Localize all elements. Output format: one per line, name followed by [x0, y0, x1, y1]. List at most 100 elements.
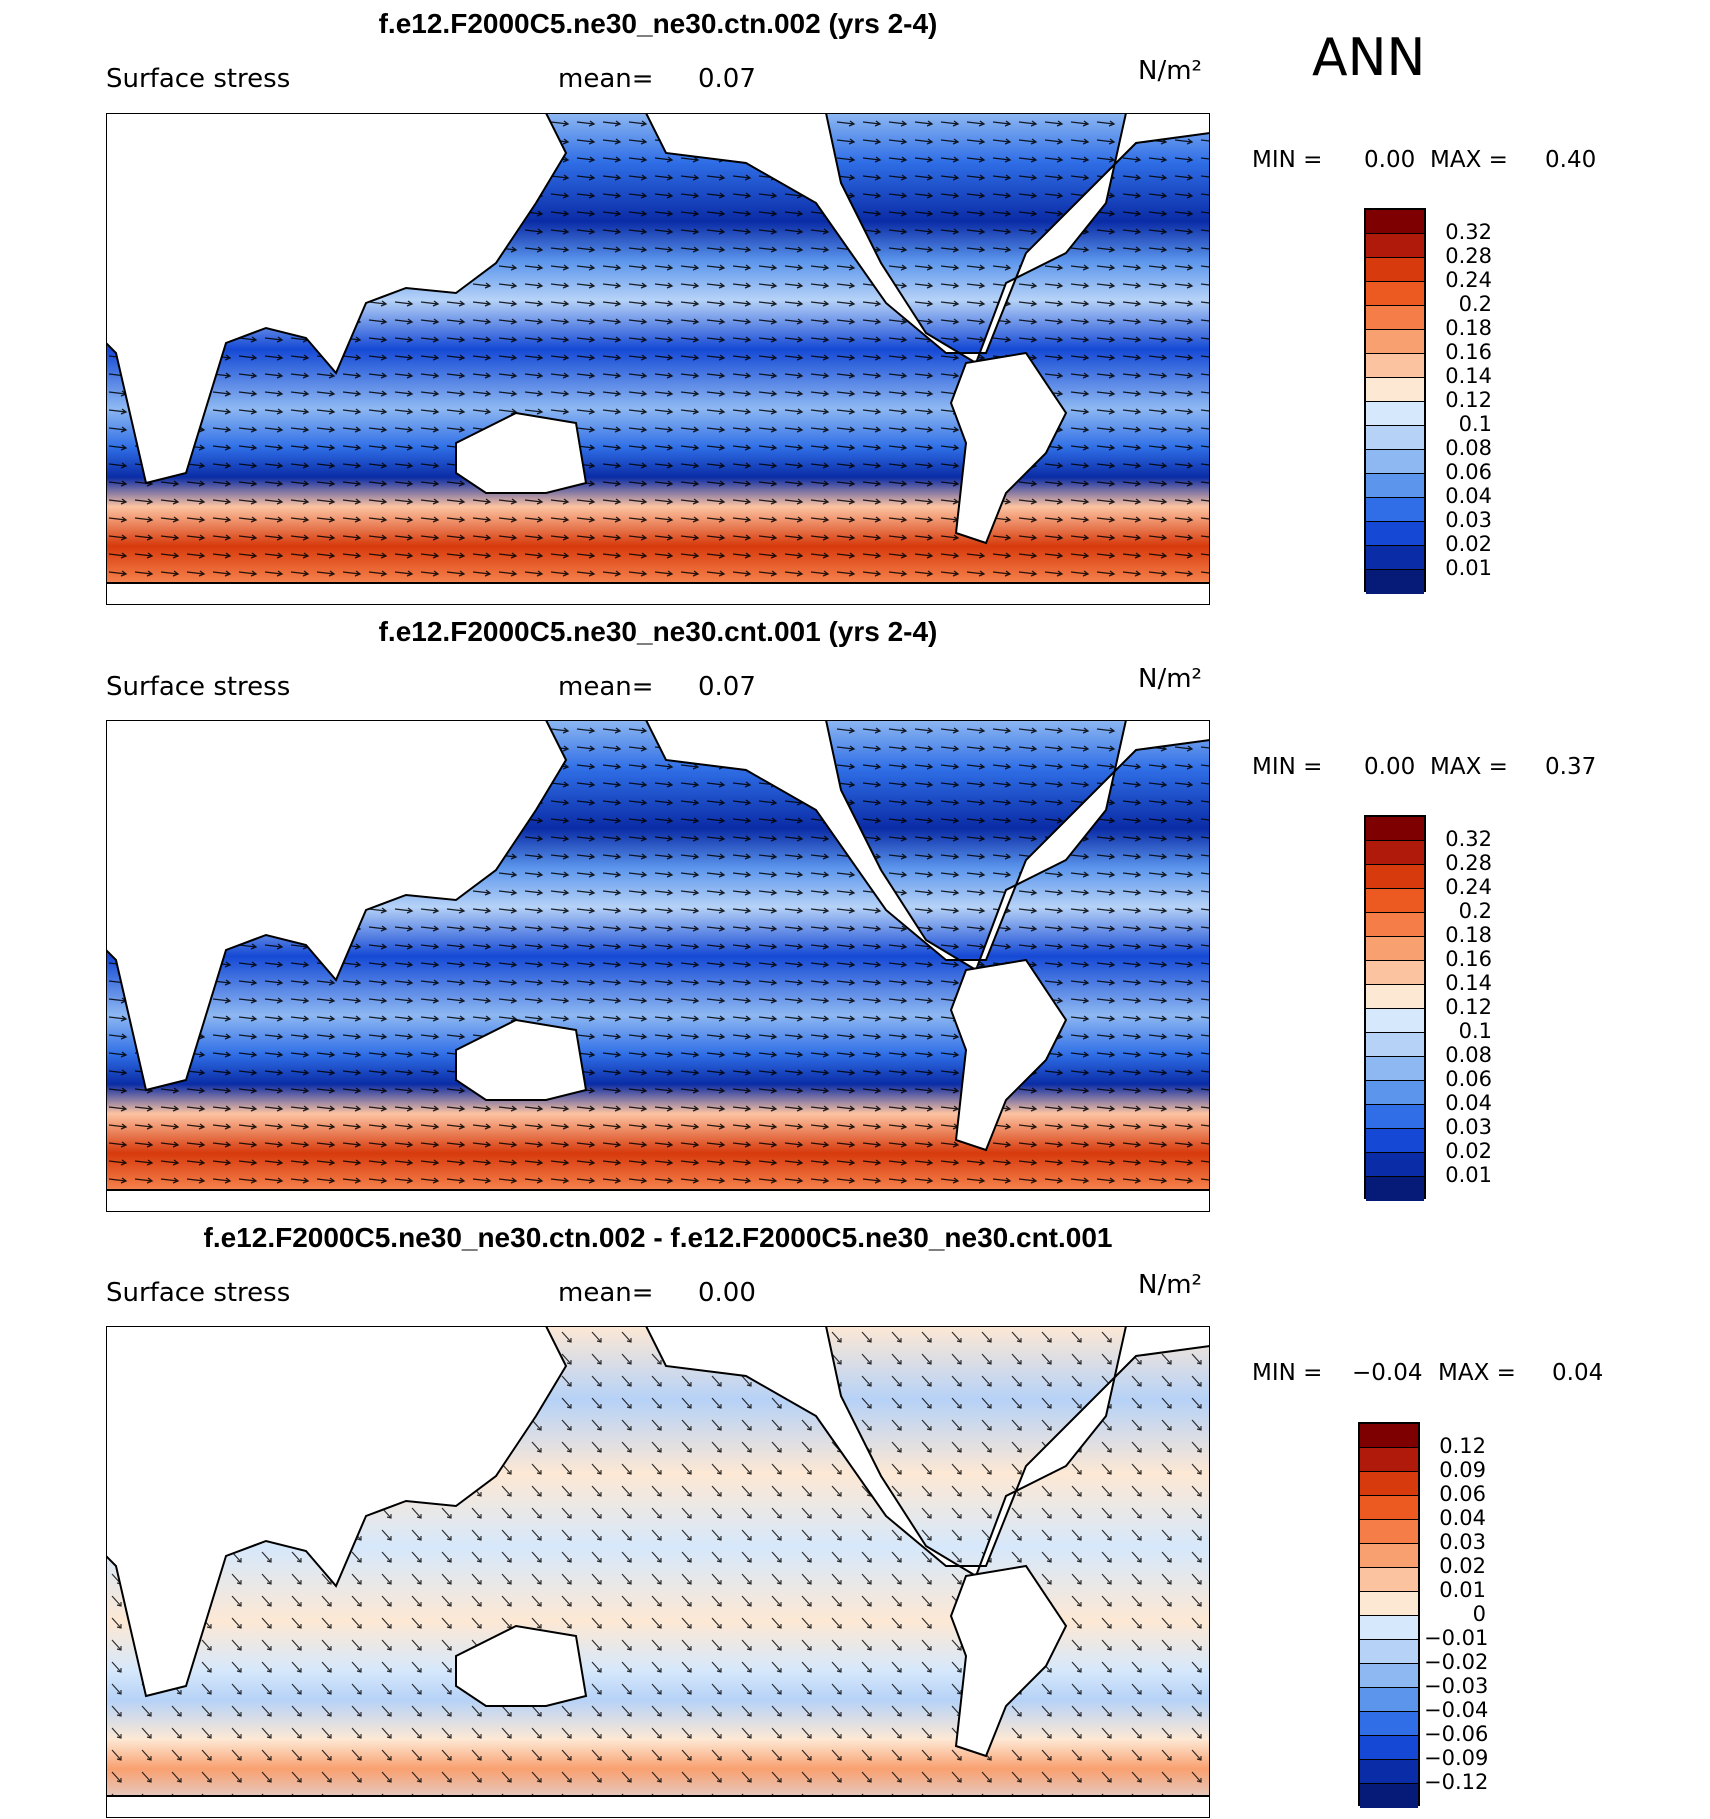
colorbar-segment — [1360, 1448, 1418, 1472]
colorbar-segment — [1366, 210, 1424, 234]
panel-2-mean-label: mean= — [558, 672, 654, 702]
colorbar-segment — [1360, 1784, 1418, 1808]
colorbar-segment — [1360, 1760, 1418, 1784]
panel-3-units: N/m² — [1138, 1270, 1202, 1300]
colorbar-label: 0.03 — [1439, 1530, 1486, 1554]
colorbar-label: 0.08 — [1445, 436, 1492, 460]
panel-1-min-value: 0.00 — [1364, 147, 1416, 173]
colorbar-segment — [1360, 1568, 1418, 1592]
colorbar-label: 0.32 — [1445, 220, 1492, 244]
panel-1-max-value: 0.40 — [1545, 147, 1597, 173]
panel-2-units: N/m² — [1138, 664, 1202, 694]
colorbar-label: 0.03 — [1445, 508, 1492, 532]
colorbar-segment — [1366, 546, 1424, 570]
colorbar-segment — [1366, 282, 1424, 306]
colorbar-label: 0.24 — [1445, 268, 1492, 292]
colorbar-segment — [1366, 817, 1424, 841]
panel-2-map — [106, 720, 1210, 1212]
colorbar-label: −0.02 — [1424, 1650, 1489, 1674]
colorbar-label: 0.28 — [1445, 851, 1492, 875]
colorbar-segment — [1360, 1712, 1418, 1736]
panel-3-map-svg — [106, 1326, 1210, 1818]
panel-1-map — [106, 113, 1210, 605]
colorbar-label: −0.06 — [1424, 1722, 1489, 1746]
colorbar-segment — [1366, 937, 1424, 961]
panel-1-map-svg — [106, 113, 1210, 605]
colorbar-segment — [1360, 1496, 1418, 1520]
colorbar-label: −0.03 — [1424, 1674, 1489, 1698]
season-label: ANN — [1312, 28, 1426, 88]
panel-3-mean-value: 0.00 — [698, 1278, 756, 1308]
colorbar-label: 0.32 — [1445, 827, 1492, 851]
colorbar-label: 0.2 — [1458, 292, 1492, 316]
panel-2-max-label: MAX = — [1430, 754, 1508, 780]
colorbar-segment — [1366, 1057, 1424, 1081]
panel-3-min-label: MIN = — [1252, 1360, 1323, 1386]
colorbar-label: 0.09 — [1439, 1458, 1486, 1482]
colorbar-box — [1358, 1422, 1420, 1808]
colorbar-segment — [1366, 234, 1424, 258]
colorbar-segment — [1360, 1520, 1418, 1544]
panel-1-mean-label: mean= — [558, 64, 654, 94]
panel-3-variable: Surface stress — [106, 1278, 291, 1308]
colorbar-label: 0.14 — [1445, 971, 1492, 995]
colorbar-label: 0.18 — [1445, 923, 1492, 947]
panel-1-min-label: MIN = — [1252, 147, 1323, 173]
panel-2-min-label: MIN = — [1252, 754, 1323, 780]
colorbar-segment — [1366, 1105, 1424, 1129]
colorbar-label: 0.12 — [1445, 388, 1492, 412]
colorbar-segment — [1360, 1664, 1418, 1688]
colorbar-segment — [1360, 1592, 1418, 1616]
colorbar-label: 0.28 — [1445, 244, 1492, 268]
panel-2-min-value: 0.00 — [1364, 754, 1416, 780]
colorbar-label: 0.04 — [1445, 1091, 1492, 1115]
colorbar-segment — [1360, 1424, 1418, 1448]
panel-3-map — [106, 1326, 1210, 1818]
colorbar-segment — [1360, 1544, 1418, 1568]
panel-2-title: f.e12.F2000C5.ne30_ne30.cnt.001 (yrs 2-4… — [378, 616, 938, 647]
colorbar-label: −0.04 — [1424, 1698, 1489, 1722]
colorbar-segment — [1366, 1177, 1424, 1201]
colorbar-segment — [1366, 961, 1424, 985]
colorbar-segment — [1366, 985, 1424, 1009]
colorbar-segment — [1366, 889, 1424, 913]
colorbar-segment — [1366, 258, 1424, 282]
colorbar-label: 0.2 — [1458, 899, 1492, 923]
panel-3-mean-label: mean= — [558, 1278, 654, 1308]
colorbar-segment — [1366, 1033, 1424, 1057]
panel-3-max-value: 0.04 — [1552, 1360, 1604, 1386]
panel-2-map-svg — [106, 720, 1210, 1212]
panel-1-mean-value: 0.07 — [698, 64, 756, 94]
colorbar-label: 0.16 — [1445, 947, 1492, 971]
panel-1-title: f.e12.F2000C5.ne30_ne30.ctn.002 (yrs 2-4… — [378, 8, 938, 39]
colorbar-segment — [1360, 1616, 1418, 1640]
panel-2-variable: Surface stress — [106, 672, 291, 702]
colorbar-box — [1364, 815, 1426, 1201]
colorbar-label: 0.02 — [1445, 532, 1492, 556]
colorbar-label: 0.12 — [1445, 995, 1492, 1019]
panel-2-mean-value: 0.07 — [698, 672, 756, 702]
colorbar-label: −0.09 — [1424, 1746, 1489, 1770]
colorbar-segment — [1366, 1153, 1424, 1177]
colorbar-label: 0.01 — [1445, 556, 1492, 580]
colorbar-label: 0.1 — [1458, 412, 1492, 436]
colorbar-segment — [1366, 865, 1424, 889]
colorbar-label: −0.01 — [1424, 1626, 1489, 1650]
colorbar-label: 0 — [1472, 1602, 1486, 1626]
panel-2-max-value: 0.37 — [1545, 754, 1597, 780]
panel-3-title: f.e12.F2000C5.ne30_ne30.ctn.002 - f.e12.… — [203, 1222, 1113, 1253]
colorbar-segment — [1366, 1129, 1424, 1153]
colorbar-segment — [1366, 378, 1424, 402]
panel-1-max-label: MAX = — [1430, 147, 1508, 173]
colorbar-label: 0.1 — [1458, 1019, 1492, 1043]
colorbar-label: 0.04 — [1439, 1506, 1486, 1530]
panel-3-min-value: −0.04 — [1352, 1360, 1423, 1386]
colorbar-segment — [1360, 1736, 1418, 1760]
colorbar-segment — [1366, 450, 1424, 474]
panel-1-units: N/m² — [1138, 56, 1202, 86]
colorbar-label: 0.01 — [1439, 1578, 1486, 1602]
colorbar-segment — [1366, 402, 1424, 426]
colorbar-box — [1364, 208, 1426, 594]
colorbar-label: 0.18 — [1445, 316, 1492, 340]
colorbar-label: 0.12 — [1439, 1434, 1486, 1458]
